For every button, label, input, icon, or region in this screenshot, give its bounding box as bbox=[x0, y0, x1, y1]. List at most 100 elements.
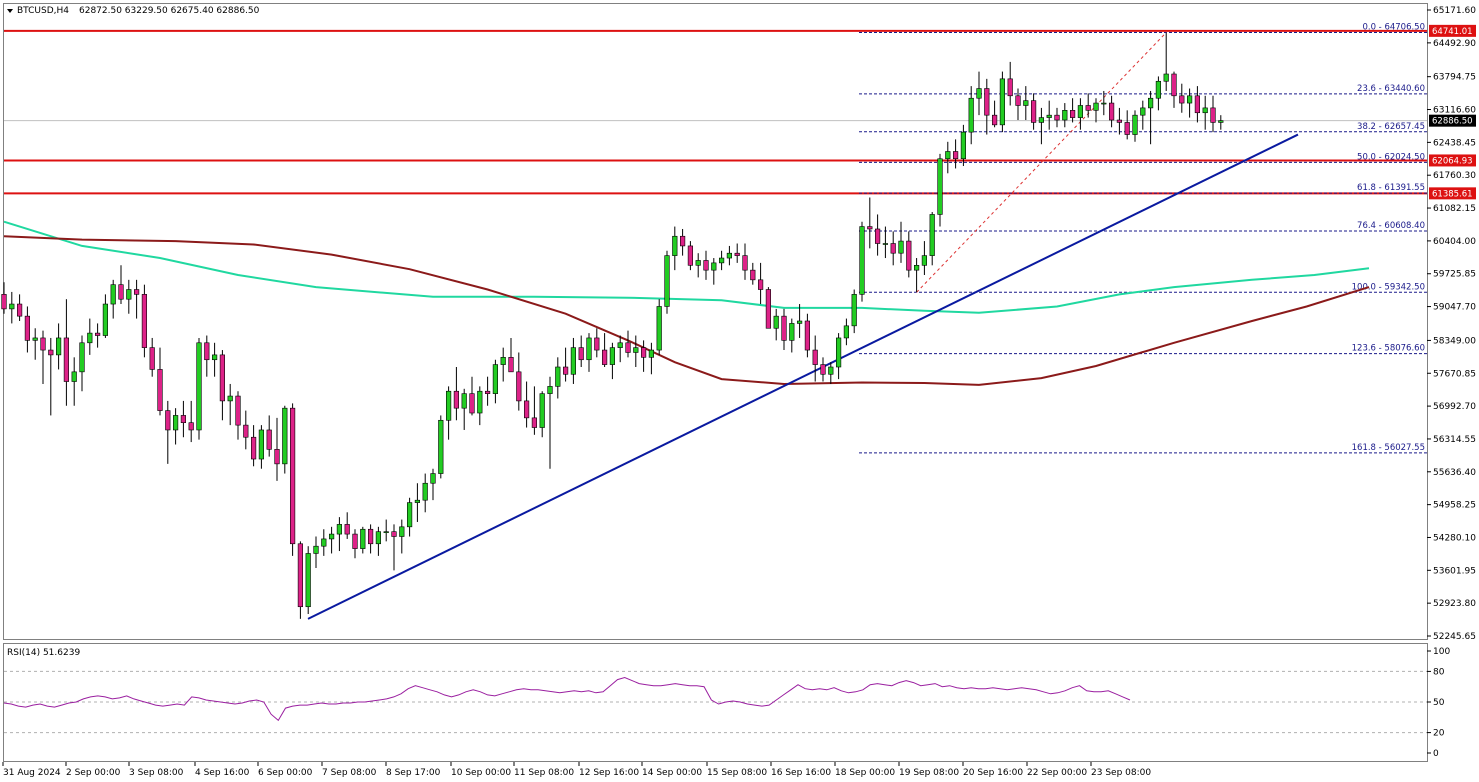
candle-body bbox=[484, 390, 491, 394]
candle bbox=[625, 330, 631, 358]
candle-body bbox=[87, 332, 93, 344]
candle bbox=[87, 318, 93, 355]
candle-body bbox=[695, 260, 701, 266]
candle-body bbox=[1155, 80, 1161, 99]
candle bbox=[672, 226, 678, 271]
candle bbox=[882, 226, 888, 259]
current-price-tag bbox=[1429, 114, 1476, 127]
candle-body bbox=[126, 289, 132, 300]
candle bbox=[1155, 76, 1161, 111]
time-tick-label: 11 Sep 08:00 bbox=[514, 768, 574, 778]
candle bbox=[219, 350, 226, 421]
candle-body bbox=[734, 252, 740, 256]
candle bbox=[1038, 107, 1044, 145]
candle bbox=[126, 279, 132, 314]
candle-body bbox=[672, 235, 678, 256]
time-tick-label: 18 Sep 00:00 bbox=[835, 768, 895, 778]
candle bbox=[921, 241, 927, 275]
candle bbox=[1007, 61, 1013, 106]
candle bbox=[9, 291, 15, 324]
candles bbox=[1, 32, 1224, 619]
price-tick-label: 59047.70 bbox=[1433, 303, 1476, 313]
candle-body bbox=[757, 279, 764, 290]
candle bbox=[204, 335, 210, 377]
candle bbox=[773, 308, 779, 341]
candle bbox=[360, 526, 366, 554]
ohlc-values: 62872.50 63229.50 62675.40 62886.50 bbox=[79, 6, 260, 16]
candle-body bbox=[134, 289, 140, 295]
candle-body bbox=[508, 357, 514, 373]
candle-body bbox=[890, 243, 896, 254]
candle-body bbox=[1163, 73, 1169, 82]
candle-body bbox=[406, 502, 413, 528]
candle-body bbox=[63, 337, 69, 382]
time-axis: 31 Aug 2024 2 Sep 00:00 3 Sep 08:00 4 Sep 1… bbox=[2, 762, 1151, 778]
candle bbox=[430, 468, 436, 501]
candle bbox=[110, 279, 116, 319]
candle-body bbox=[921, 255, 927, 266]
candle bbox=[984, 78, 990, 135]
candle bbox=[367, 524, 374, 554]
candle-body bbox=[1038, 117, 1044, 123]
candle-body bbox=[251, 436, 257, 460]
fib-level-label: 23.6 - 63440.60 bbox=[1357, 84, 1425, 94]
horizontal-level-value: 64741.01 bbox=[1432, 27, 1473, 37]
candle-body bbox=[1101, 102, 1107, 105]
candle bbox=[687, 241, 693, 271]
candle bbox=[282, 405, 288, 474]
candle-body bbox=[812, 349, 818, 365]
candle bbox=[765, 287, 771, 329]
candle bbox=[617, 335, 623, 363]
candle-body bbox=[1218, 120, 1224, 123]
candle bbox=[1210, 95, 1216, 133]
candle-body bbox=[71, 371, 77, 382]
price-tick-label: 53601.95 bbox=[1433, 566, 1476, 576]
candle-body bbox=[344, 524, 350, 535]
candle-body bbox=[438, 419, 444, 474]
candle-body bbox=[859, 226, 865, 295]
rsi-tick-label: 80 bbox=[1433, 667, 1445, 677]
candle-body bbox=[867, 226, 873, 230]
candle-body bbox=[1062, 110, 1068, 121]
candle bbox=[235, 391, 241, 440]
candle bbox=[297, 541, 304, 619]
candle-body bbox=[523, 400, 530, 419]
candle-body bbox=[531, 417, 537, 428]
candle bbox=[391, 524, 397, 571]
candle-body bbox=[391, 531, 397, 537]
candle bbox=[508, 337, 514, 373]
trendline[interactable] bbox=[307, 133, 1299, 620]
time-tick-label: 12 Sep 16:00 bbox=[579, 768, 639, 778]
candle-body bbox=[843, 325, 849, 339]
symbol-dropdown-icon[interactable] bbox=[7, 9, 13, 13]
candle bbox=[718, 250, 725, 271]
fib-level-label: 123.6 - 58076.60 bbox=[1352, 344, 1425, 354]
candle-body bbox=[516, 371, 522, 402]
candle bbox=[445, 386, 452, 440]
candle-body bbox=[960, 131, 966, 160]
candle-body bbox=[679, 235, 686, 247]
candle bbox=[609, 342, 615, 380]
candle-body bbox=[906, 240, 912, 271]
candle bbox=[648, 342, 654, 375]
candle-body bbox=[781, 315, 787, 341]
candle bbox=[1046, 100, 1052, 130]
price-tick-label: 57670.85 bbox=[1433, 369, 1476, 379]
price-tick-label: 55636.40 bbox=[1433, 468, 1476, 478]
support-trendline[interactable] bbox=[307, 133, 1299, 620]
candle-body bbox=[601, 349, 608, 365]
candle bbox=[781, 308, 787, 351]
candle-body bbox=[336, 524, 343, 535]
candle-body bbox=[898, 240, 904, 254]
candle bbox=[24, 306, 31, 353]
candle bbox=[555, 357, 561, 399]
candle bbox=[438, 415, 444, 479]
candle-body bbox=[578, 347, 584, 361]
candle bbox=[913, 258, 920, 292]
candle bbox=[547, 376, 553, 469]
candle bbox=[1085, 93, 1091, 118]
candle bbox=[968, 86, 974, 145]
candle-body bbox=[539, 393, 545, 428]
candle-body bbox=[1015, 95, 1021, 106]
